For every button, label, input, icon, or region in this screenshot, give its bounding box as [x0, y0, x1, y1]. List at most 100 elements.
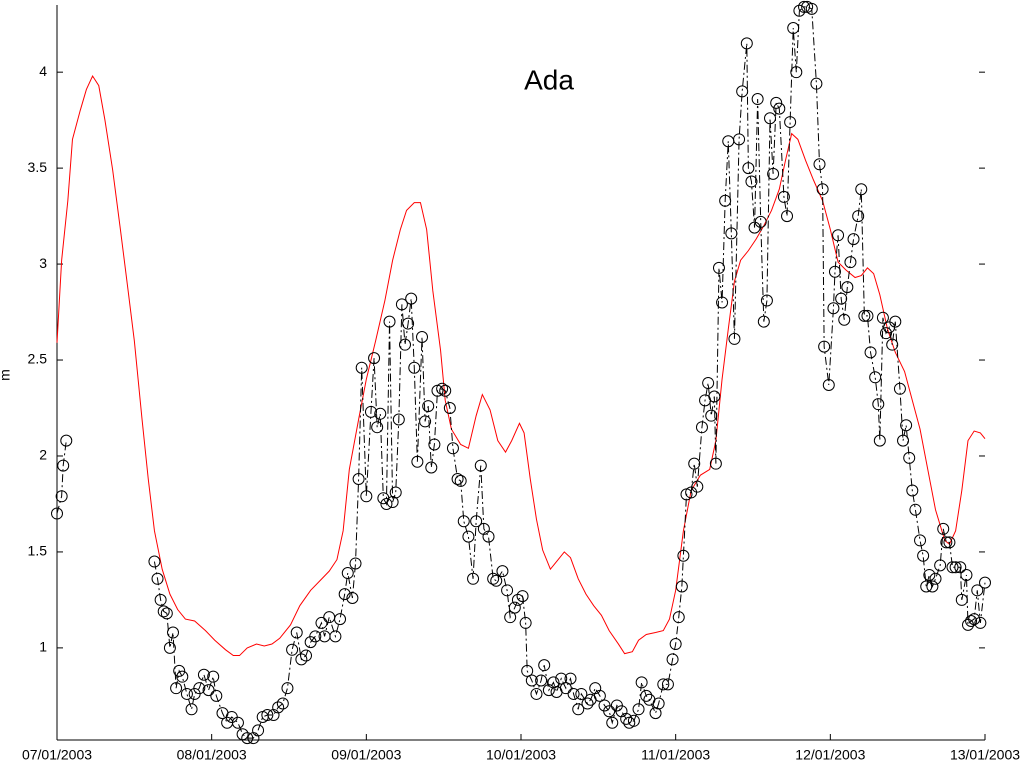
data-point [841, 281, 854, 294]
data-point [666, 653, 679, 666]
data-point [422, 400, 435, 413]
y-tick-label: 4 [39, 63, 47, 79]
data-point [487, 572, 500, 585]
data-point [790, 66, 803, 79]
data-point [538, 659, 551, 672]
data-point [725, 227, 738, 240]
data-point [236, 728, 249, 741]
data-point [436, 382, 449, 395]
data-point [451, 473, 464, 486]
y-tick-label: 3.5 [28, 159, 48, 175]
data-point [309, 630, 322, 643]
data-point [923, 568, 936, 581]
x-tick-label: 08/01/2003 [177, 747, 247, 763]
data-point [929, 572, 942, 585]
data-point [276, 697, 289, 710]
data-point [148, 555, 161, 568]
data-point [691, 480, 704, 493]
data-point [519, 616, 532, 629]
data-point [880, 327, 893, 340]
data-point [508, 601, 521, 614]
data-point [652, 697, 665, 710]
data-point [185, 703, 198, 716]
data-point [914, 534, 927, 547]
data-point [334, 613, 347, 626]
data-point [712, 261, 725, 274]
data-point [575, 687, 588, 700]
data-point [355, 361, 368, 374]
data-point [593, 689, 606, 702]
data-point [389, 486, 402, 499]
data-point [695, 421, 708, 434]
x-tick-label: 09/01/2003 [331, 747, 401, 763]
data-point [51, 507, 63, 520]
data-point [917, 549, 930, 562]
data-point [767, 167, 780, 180]
data-point [974, 616, 987, 629]
x-tick-label: 10/01/2003 [486, 747, 556, 763]
data-point [525, 674, 538, 687]
data-point [818, 340, 831, 353]
data-point [603, 705, 616, 718]
data-point [926, 580, 939, 593]
data-point [57, 459, 70, 472]
data-point [827, 302, 840, 315]
data-point [443, 402, 456, 415]
data-point [847, 233, 860, 246]
data-point [286, 643, 299, 656]
data-point [470, 515, 483, 528]
data-point [295, 653, 308, 666]
data-point [954, 561, 967, 574]
y-tick-label: 1.5 [28, 543, 48, 559]
data-point [374, 407, 387, 420]
data-point [813, 158, 826, 171]
data-point [844, 256, 857, 269]
data-point [787, 22, 800, 35]
data-point [742, 162, 755, 175]
data-point [635, 676, 648, 689]
data-point [709, 457, 722, 470]
data-point [383, 315, 396, 328]
data-point [861, 309, 874, 322]
data-point [955, 593, 968, 606]
data-point [521, 664, 534, 677]
data-point [197, 668, 210, 681]
y-axis-label: m [0, 369, 13, 381]
data-point [828, 265, 841, 278]
data-point [559, 682, 572, 695]
y-tick-label: 2 [39, 447, 47, 463]
data-point [425, 461, 438, 474]
data-point [876, 311, 889, 324]
data-point [835, 292, 848, 305]
data-point [290, 626, 303, 639]
data-point [380, 497, 393, 510]
data-point [368, 352, 381, 365]
data-point [371, 421, 384, 434]
data-point [897, 434, 910, 447]
data-point [504, 611, 517, 624]
data-point [754, 215, 767, 228]
data-point [474, 459, 487, 472]
data-point [705, 409, 718, 422]
data-point [405, 292, 418, 305]
data-point [261, 709, 274, 722]
data-point [315, 616, 328, 629]
data-point [501, 584, 514, 597]
data-point [360, 490, 373, 503]
data-point [457, 515, 470, 528]
x-tick-label: 12/01/2003 [795, 747, 865, 763]
data-point [675, 580, 688, 593]
data-point [733, 133, 746, 146]
data-point [760, 294, 773, 307]
data-point [719, 194, 732, 207]
data-point [672, 611, 685, 624]
data-point [446, 442, 459, 455]
data-point [511, 593, 524, 606]
data-point [482, 530, 495, 543]
data-point [416, 330, 429, 343]
data-point [364, 405, 377, 418]
data-point [338, 588, 351, 601]
data-point [640, 689, 653, 702]
data-point [170, 682, 183, 695]
data-point [490, 574, 503, 587]
